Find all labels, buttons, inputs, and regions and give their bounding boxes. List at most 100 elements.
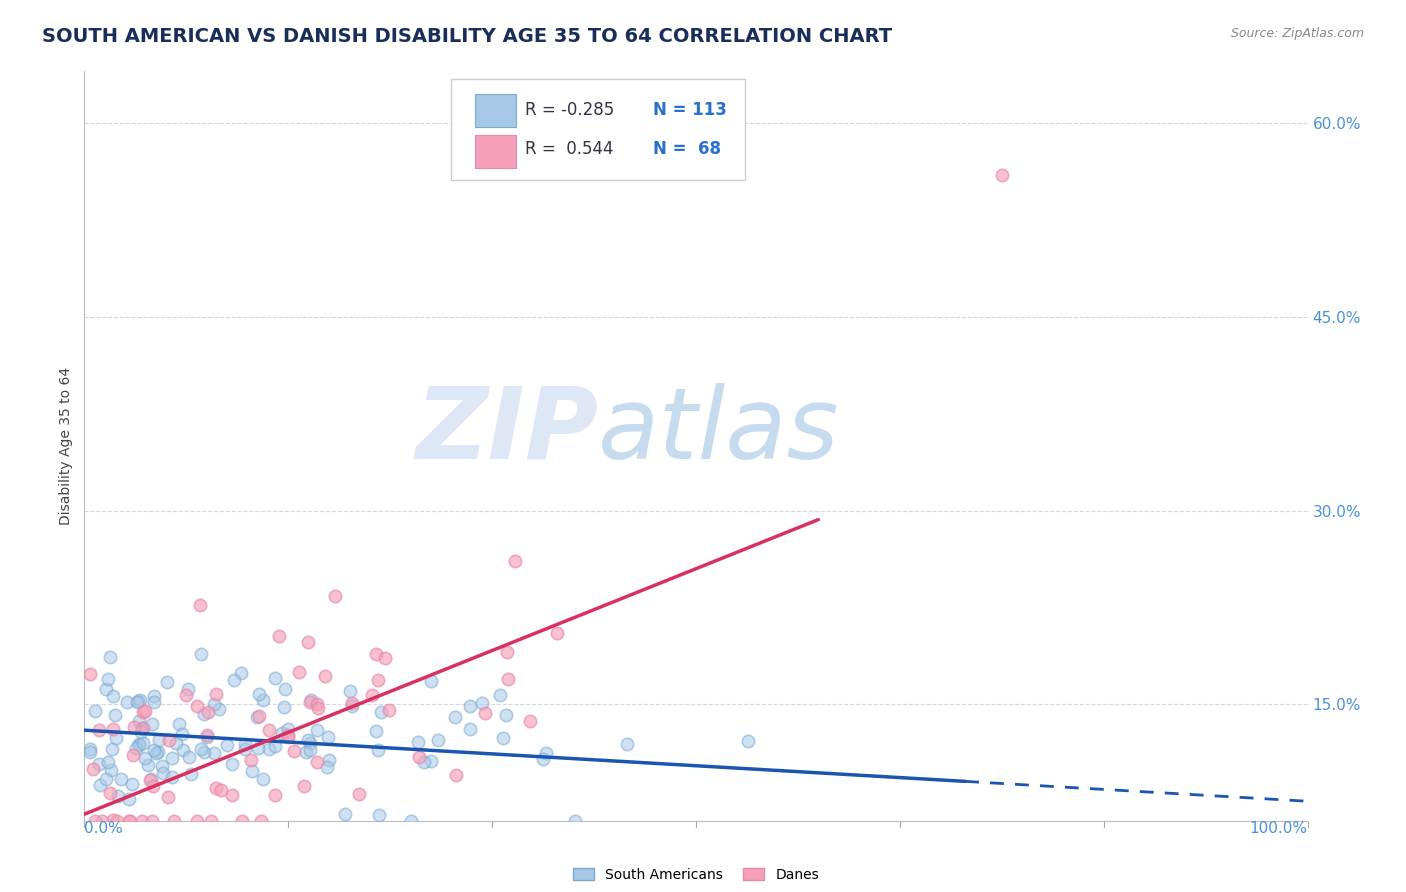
Point xyxy=(259,742,281,756)
Point xyxy=(142,779,165,793)
Point xyxy=(83,704,105,718)
Point xyxy=(247,687,270,701)
Point xyxy=(247,709,270,723)
Point xyxy=(146,745,169,759)
Point xyxy=(264,789,287,803)
Point xyxy=(163,814,186,828)
Point xyxy=(131,722,153,736)
Point xyxy=(274,681,297,696)
Point xyxy=(408,750,430,764)
Point xyxy=(208,702,231,716)
Point xyxy=(737,734,759,748)
Point xyxy=(186,814,208,828)
Point xyxy=(492,731,515,745)
Point xyxy=(991,168,1014,182)
Point xyxy=(368,808,391,822)
Point xyxy=(420,754,443,768)
Point xyxy=(100,763,122,777)
Point xyxy=(107,814,129,828)
Point xyxy=(339,683,361,698)
Point xyxy=(221,756,243,771)
Point xyxy=(136,758,159,772)
Point xyxy=(283,744,305,758)
Point xyxy=(519,714,541,728)
Point xyxy=(118,814,141,828)
Text: R = -0.285: R = -0.285 xyxy=(524,102,614,120)
Point xyxy=(143,742,166,756)
Point xyxy=(347,787,370,801)
Point xyxy=(209,783,232,797)
Point xyxy=(458,722,481,736)
Text: 100.0%: 100.0% xyxy=(1250,821,1308,836)
Point xyxy=(97,672,120,686)
Point xyxy=(188,598,211,612)
Point xyxy=(240,753,263,767)
Point xyxy=(94,682,117,697)
Point xyxy=(150,759,173,773)
Point xyxy=(98,650,121,665)
Point xyxy=(231,665,253,680)
Point xyxy=(299,743,322,757)
FancyBboxPatch shape xyxy=(475,95,516,128)
Point xyxy=(197,706,219,720)
Point xyxy=(141,814,163,828)
Point xyxy=(193,706,215,721)
Point xyxy=(616,737,638,751)
Point xyxy=(270,726,292,740)
Point xyxy=(110,772,132,786)
Point xyxy=(204,781,226,796)
Point xyxy=(298,736,321,750)
Point xyxy=(90,814,112,828)
Point xyxy=(165,736,187,750)
Point xyxy=(131,814,153,828)
Point xyxy=(299,693,322,707)
Point xyxy=(139,772,162,787)
Point xyxy=(117,814,139,828)
Point xyxy=(193,745,215,759)
Point xyxy=(233,737,256,751)
Point xyxy=(277,728,299,742)
Point xyxy=(531,751,554,765)
Text: atlas: atlas xyxy=(598,383,839,480)
Point xyxy=(252,772,274,787)
Y-axis label: Disability Age 35 to 64: Disability Age 35 to 64 xyxy=(59,367,73,525)
Point xyxy=(172,743,194,757)
Point xyxy=(231,814,253,828)
Point xyxy=(132,705,155,719)
Point xyxy=(89,778,111,792)
Point xyxy=(118,792,141,806)
Point xyxy=(148,733,170,747)
Point xyxy=(83,814,105,828)
Point xyxy=(297,733,319,747)
Point xyxy=(474,706,496,721)
Point xyxy=(127,694,149,708)
Point xyxy=(299,695,322,709)
Point xyxy=(496,645,519,659)
Point xyxy=(267,629,290,643)
Point xyxy=(471,696,494,710)
Point xyxy=(190,647,212,661)
Point xyxy=(217,738,239,752)
Text: R =  0.544: R = 0.544 xyxy=(524,140,613,158)
Point xyxy=(125,740,148,755)
Point xyxy=(249,814,271,828)
Point xyxy=(79,745,101,759)
Point xyxy=(277,723,299,737)
Point xyxy=(121,777,143,791)
Point xyxy=(374,650,396,665)
Point xyxy=(115,695,138,709)
Point xyxy=(204,687,226,701)
Point xyxy=(157,790,180,805)
Point xyxy=(104,707,127,722)
Point xyxy=(195,730,218,744)
Point xyxy=(444,709,467,723)
Point xyxy=(458,698,481,713)
Point xyxy=(292,779,315,793)
Point xyxy=(79,667,101,681)
Point xyxy=(87,723,110,738)
Point xyxy=(307,701,329,715)
Point xyxy=(82,762,104,776)
Point xyxy=(246,710,269,724)
Point xyxy=(273,700,295,714)
Point xyxy=(143,695,166,709)
